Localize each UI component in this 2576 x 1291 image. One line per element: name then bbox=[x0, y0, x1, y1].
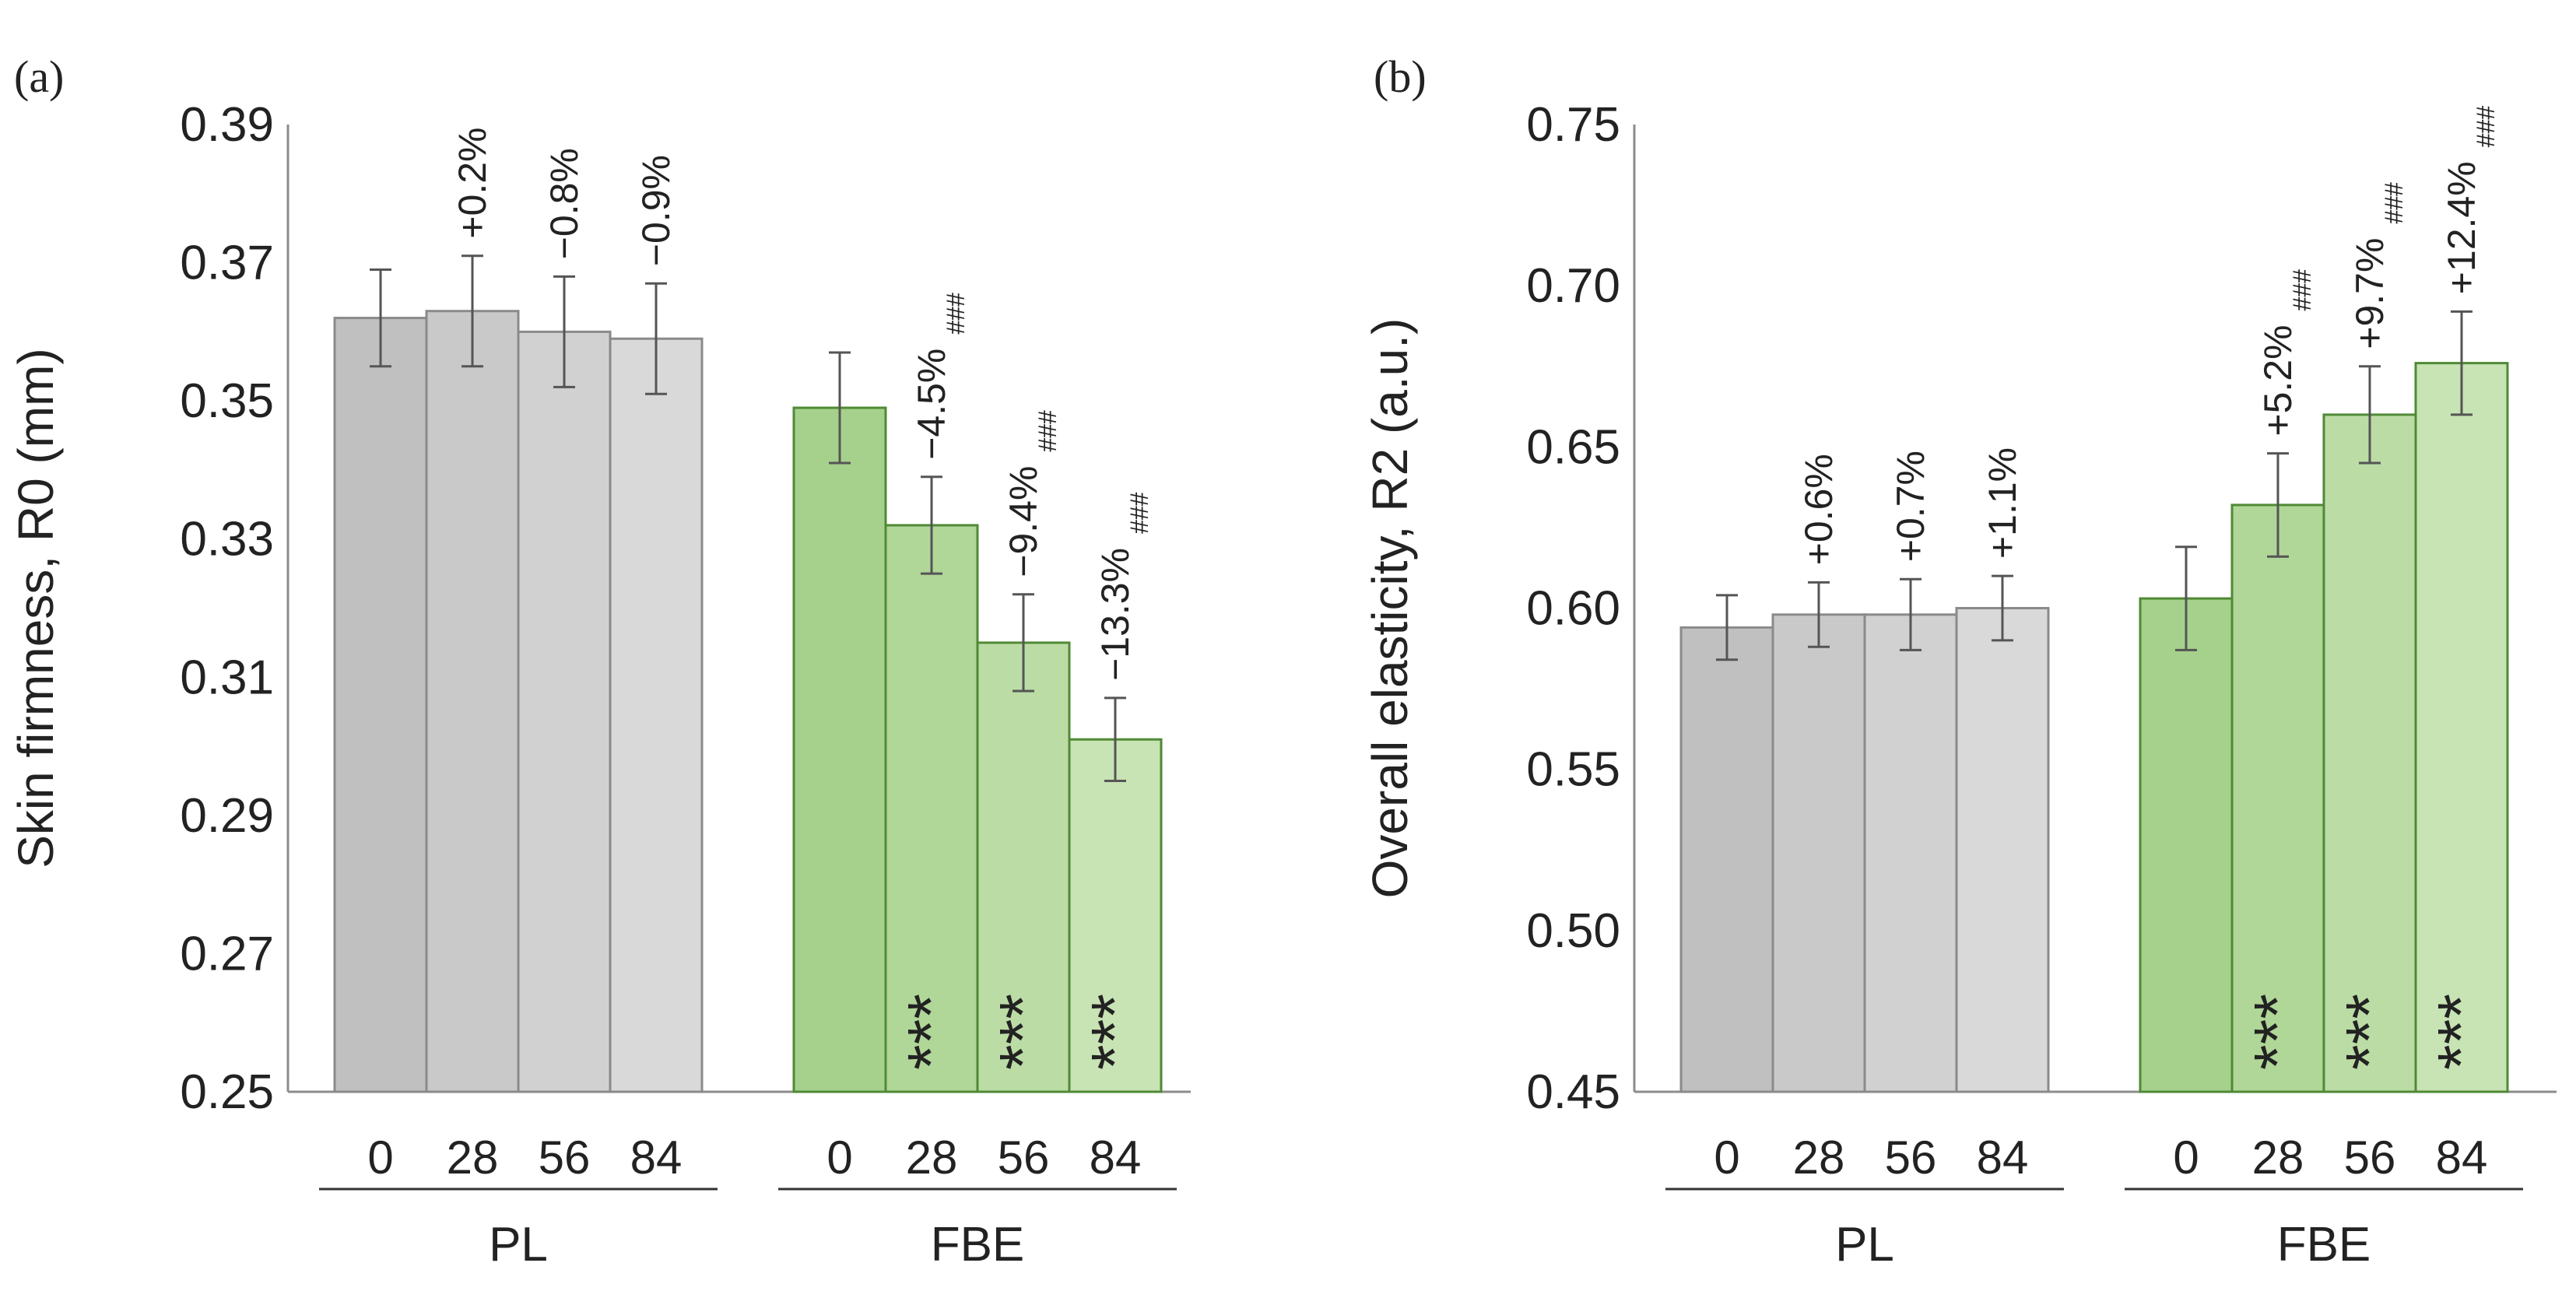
y-tick-label: 0.35 bbox=[180, 374, 274, 428]
significance-stars: *** bbox=[2424, 994, 2497, 1070]
change-label: +0.6% bbox=[1797, 454, 1841, 565]
x-tick-label: 28 bbox=[2252, 1131, 2304, 1184]
bar-group-fbe: 0 −4.5% ### *** 28 −9.4% ### *** 56 −13.3% ### *** 8… bbox=[778, 293, 1177, 1272]
x-tick-label: 28 bbox=[1793, 1131, 1845, 1184]
x-tick-label: 56 bbox=[539, 1131, 591, 1184]
significance-stars: *** bbox=[1078, 994, 1151, 1070]
panel-label: (b) bbox=[1374, 51, 1427, 102]
x-tick-label: 0 bbox=[1714, 1131, 1739, 1184]
group-label: FBE bbox=[931, 1218, 1025, 1272]
y-tick-label: 0.60 bbox=[1526, 582, 1620, 636]
chart-panel-b: (b) 0.45 0.50 0.55 0.60 0.65 0.70 0.75 Overall e… bbox=[1362, 51, 2557, 1272]
change-label: −0.9% bbox=[634, 155, 678, 266]
x-tick-label: 28 bbox=[906, 1131, 958, 1184]
x-tick-label: 28 bbox=[447, 1131, 499, 1184]
y-axis-label: Overall elasticity, R2 (a.u.) bbox=[1362, 318, 1418, 899]
bar-group-pl: 0 +0.2% 28 −0.8% 56 −0.9% 84 PL bbox=[319, 128, 718, 1272]
change-label: +1.1% bbox=[1981, 447, 2024, 559]
y-tick-label: 0.50 bbox=[1526, 904, 1620, 958]
bar bbox=[2230, 503, 2325, 1093]
y-tick-label: 0.29 bbox=[180, 789, 274, 843]
x-tick-label: 0 bbox=[367, 1131, 393, 1184]
change-label: −13.3% bbox=[1093, 548, 1137, 681]
bar-group-pl: 0 +0.6% 28 +0.7% 56 +1.1% 84 PL bbox=[1665, 447, 2064, 1272]
y-tick-label: 0.70 bbox=[1526, 259, 1620, 313]
change-label: +0.7% bbox=[1889, 451, 1932, 562]
significance-stars: *** bbox=[2241, 994, 2314, 1070]
y-tick-label: 0.45 bbox=[1526, 1065, 1620, 1119]
y-tick-label: 0.31 bbox=[180, 651, 274, 704]
bar bbox=[792, 406, 887, 1093]
significance-hash: ### bbox=[1125, 492, 1153, 534]
bar bbox=[333, 317, 428, 1093]
y-tick-label: 0.25 bbox=[180, 1065, 274, 1119]
x-tick-label: 56 bbox=[2344, 1131, 2396, 1184]
bar bbox=[425, 310, 520, 1093]
bar bbox=[2414, 362, 2509, 1093]
bar bbox=[2139, 597, 2234, 1093]
bar bbox=[517, 330, 612, 1093]
bar-group-fbe: 0 +5.2% ### *** 28 +9.7% ### *** 56 +12.4% ### *** 8… bbox=[2125, 106, 2523, 1272]
significance-hash: ### bbox=[2472, 106, 2500, 148]
bar bbox=[609, 337, 704, 1093]
y-tick-label: 0.37 bbox=[180, 237, 274, 290]
bar bbox=[1863, 613, 1958, 1093]
bar bbox=[1679, 626, 1774, 1093]
x-tick-label: 84 bbox=[1090, 1131, 1142, 1184]
change-label: +5.2% bbox=[2256, 325, 2300, 436]
x-tick-label: 0 bbox=[2173, 1131, 2199, 1184]
x-tick-label: 0 bbox=[826, 1131, 852, 1184]
change-label: −0.8% bbox=[542, 148, 586, 259]
x-tick-label: 84 bbox=[2436, 1131, 2488, 1184]
change-label: +12.4% bbox=[2440, 161, 2483, 294]
change-label: −4.5% bbox=[910, 349, 953, 460]
y-tick-label: 0.75 bbox=[1526, 98, 1620, 152]
y-axis-label: Skin firmness, R0 (mm) bbox=[8, 348, 64, 868]
x-tick-label: 84 bbox=[1977, 1131, 2029, 1184]
y-tick-label: 0.65 bbox=[1526, 420, 1620, 474]
y-tick-label: 0.27 bbox=[180, 927, 274, 981]
x-tick-label: 84 bbox=[630, 1131, 683, 1184]
bar bbox=[1955, 607, 2050, 1093]
significance-hash: ### bbox=[942, 293, 970, 335]
significance-hash: ### bbox=[2288, 269, 2316, 311]
group-label: PL bbox=[489, 1218, 548, 1272]
significance-stars: *** bbox=[894, 994, 967, 1070]
bar bbox=[2322, 413, 2417, 1093]
significance-hash: ### bbox=[2380, 182, 2408, 224]
change-label: −9.4% bbox=[1002, 466, 1045, 577]
panel-label: (a) bbox=[14, 51, 64, 102]
bar bbox=[1771, 613, 1866, 1093]
y-tick-label: 0.55 bbox=[1526, 743, 1620, 797]
x-tick-label: 56 bbox=[1885, 1131, 1937, 1184]
significance-stars: *** bbox=[986, 994, 1059, 1070]
significance-hash: ### bbox=[1034, 410, 1062, 452]
y-tick-label: 0.33 bbox=[180, 513, 274, 567]
chart-panel-a: (a) 0.25 0.27 0.29 0.31 0.33 0.35 0.37 0.39 Skin … bbox=[8, 51, 1191, 1272]
significance-stars: *** bbox=[2332, 994, 2406, 1070]
change-label: +0.2% bbox=[451, 128, 494, 239]
y-tick-label: 0.39 bbox=[180, 98, 274, 152]
group-label: PL bbox=[1835, 1218, 1894, 1272]
group-label: FBE bbox=[2277, 1218, 2371, 1272]
x-tick-label: 56 bbox=[998, 1131, 1050, 1184]
change-label: +9.7% bbox=[2348, 238, 2392, 349]
